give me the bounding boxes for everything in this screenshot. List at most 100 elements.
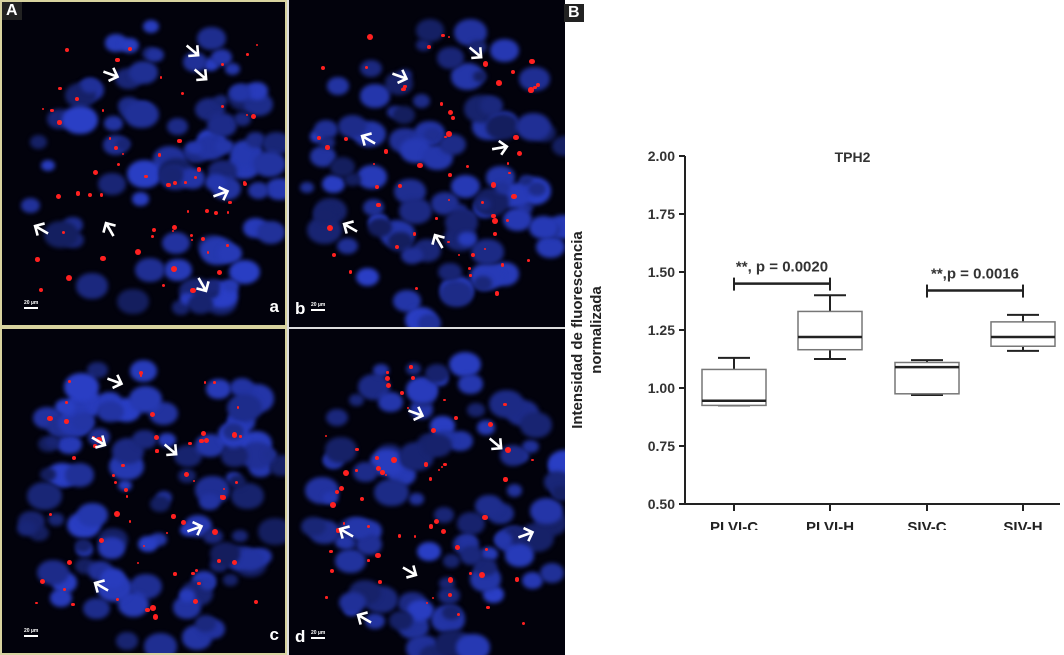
- cell-nucleus: [252, 150, 285, 177]
- cell-nucleus: [98, 537, 126, 559]
- cell-nucleus: [458, 374, 483, 394]
- tph2-signal: [488, 421, 493, 427]
- cell-nucleus: [124, 100, 159, 129]
- tph2-signal: [511, 193, 517, 200]
- tph2-signal: [75, 96, 79, 101]
- tph2-signal: [49, 512, 53, 516]
- tph2-signal: [194, 175, 198, 179]
- tph2-signal: [150, 605, 156, 611]
- cell-nucleus: [528, 181, 546, 196]
- cell-nucleus: [417, 314, 442, 327]
- tph2-signal: [504, 447, 511, 453]
- tph2-signal: [99, 193, 104, 197]
- cell-nucleus: [449, 351, 482, 378]
- tph2-signal: [425, 601, 428, 604]
- micrograph-d: 20 µm d: [287, 327, 565, 655]
- tph2-signal: [153, 435, 159, 441]
- arrow-icon: [163, 443, 178, 457]
- tph2-signal: [92, 443, 97, 448]
- cell-nucleus: [222, 279, 240, 293]
- micrograph-b: 20 µm b: [287, 0, 565, 327]
- tph2-signal: [35, 257, 41, 262]
- cell-nucleus: [115, 632, 138, 650]
- tph2-signal: [65, 274, 72, 281]
- arrow-icon: [342, 220, 358, 234]
- tph2-signal: [428, 477, 433, 481]
- tph2-signal: [128, 46, 133, 51]
- cell-nucleus: [321, 174, 345, 194]
- tph2-signal: [423, 462, 429, 467]
- cell-nucleus: [325, 437, 358, 463]
- cell-nucleus: [134, 258, 165, 283]
- cell-nucleus: [65, 463, 95, 487]
- tph2-signal: [166, 182, 171, 188]
- cell-nucleus: [409, 493, 424, 505]
- tph2-signal: [325, 434, 328, 438]
- tph2-signal: [483, 247, 486, 250]
- tph2-signal: [348, 270, 353, 274]
- tph2-signal: [447, 593, 452, 598]
- tph2-signal: [384, 375, 390, 381]
- cell-nucleus: [137, 535, 158, 552]
- tph2-signal: [143, 544, 146, 547]
- arrow-icon: [356, 611, 372, 625]
- tph2-signal: [220, 494, 227, 501]
- cell-nucleus: [247, 181, 270, 199]
- tph2-signal: [219, 495, 223, 498]
- tph2-signal: [192, 479, 195, 483]
- cell-nucleus: [399, 198, 432, 225]
- tph2-signal: [378, 580, 383, 584]
- cell-nucleus: [529, 497, 563, 525]
- cell-nucleus: [48, 513, 64, 526]
- tph2-signal: [171, 224, 178, 231]
- tph2-signal: [395, 244, 400, 249]
- tph2-signal: [113, 511, 120, 518]
- cell-nucleus: [128, 385, 163, 413]
- cell-nucleus: [495, 182, 510, 195]
- tph2-signal: [342, 470, 349, 477]
- cell-nucleus: [392, 106, 416, 125]
- x-tick-label: PLVI-C: [710, 519, 758, 530]
- cell-nucleus: [444, 209, 479, 237]
- cell-nucleus: [467, 402, 485, 417]
- tph2-signal: [528, 87, 534, 93]
- tph2-signal: [212, 529, 219, 536]
- tph2-signal: [236, 406, 239, 409]
- arrow-icon: [212, 185, 230, 201]
- tph2-signal: [451, 116, 455, 120]
- tph2-signal: [372, 162, 376, 166]
- cell-nucleus: [131, 192, 149, 206]
- y-tick-label: 1.50: [648, 264, 675, 280]
- tph2-signal: [500, 263, 505, 268]
- y-tick-label: 2.00: [648, 148, 675, 164]
- tph2-signal: [447, 35, 451, 39]
- tph2-signal: [335, 528, 340, 533]
- cell-nucleus: [205, 173, 227, 191]
- cell-nucleus: [521, 571, 544, 589]
- cell-nucleus: [418, 644, 449, 655]
- tph2-signal: [375, 456, 380, 460]
- cell-nucleus: [360, 84, 390, 109]
- cell-nucleus: [196, 26, 226, 50]
- cell-nucleus: [143, 633, 178, 653]
- tph2-signal: [254, 600, 258, 605]
- y-tick-label: 0.75: [648, 438, 675, 454]
- tph2-signal: [65, 400, 69, 404]
- cell-nucleus: [504, 544, 534, 568]
- cell-nucleus: [159, 166, 184, 185]
- tph2-signal: [486, 606, 490, 610]
- cell-nucleus: [223, 573, 239, 586]
- arrow-icon: [102, 67, 120, 83]
- cell-nucleus: [313, 205, 337, 225]
- tph2-signal: [480, 200, 485, 205]
- arrow-icon: [431, 233, 445, 249]
- tph2-signal: [331, 252, 337, 258]
- subpanel-label: b: [295, 299, 306, 318]
- tph2-signal: [430, 427, 437, 433]
- cell-nucleus: [474, 495, 503, 518]
- arrow-icon: [186, 520, 204, 536]
- tph2-signal: [391, 456, 397, 463]
- tph2-signal: [426, 45, 431, 50]
- tph2-signal: [380, 470, 385, 475]
- tph2-signal: [330, 502, 337, 508]
